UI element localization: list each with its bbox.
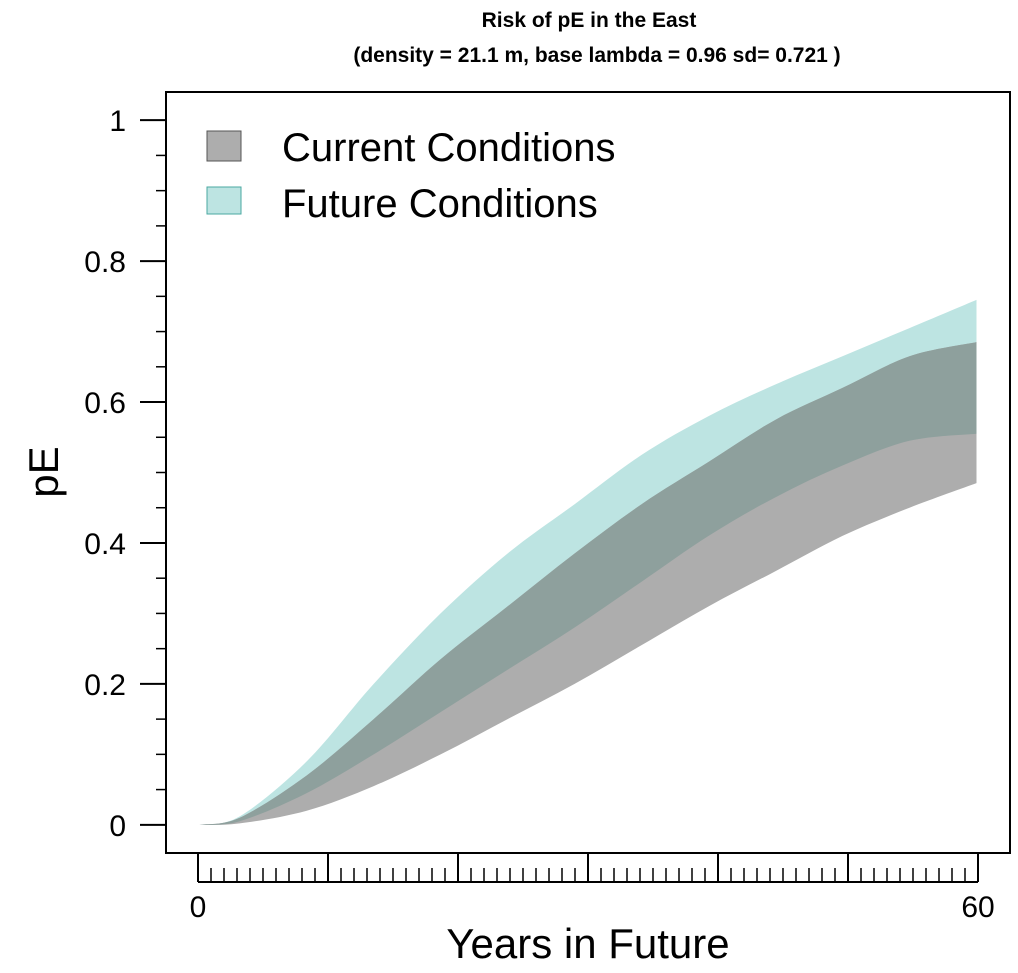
y-tick-label: 0.8 <box>84 246 126 279</box>
chart-title: Risk of pE in the East <box>482 9 697 32</box>
y-tick-label: 0 <box>109 810 126 843</box>
legend-swatch-current <box>206 130 242 162</box>
y-tick-label: 0.4 <box>84 528 126 561</box>
legend-label-current: Current Conditions <box>282 126 616 170</box>
x-axis-label: Years in Future <box>446 920 729 967</box>
y-tick-label: 1 <box>109 105 126 138</box>
legend: Current Conditions Future Conditions <box>206 126 616 226</box>
x-tick-label: 60 <box>961 891 994 924</box>
y-tick-label: 0.2 <box>84 669 126 702</box>
confidence-bands <box>199 299 977 825</box>
band-overlap <box>199 342 977 825</box>
legend-item-future: Future Conditions <box>206 182 598 226</box>
legend-item-current: Current Conditions <box>206 126 616 170</box>
legend-label-future: Future Conditions <box>282 182 598 226</box>
y-tick-label: 0.6 <box>84 387 126 420</box>
y-axis: 0 0.2 0.4 0.6 0.8 1 <box>84 92 167 853</box>
x-axis: 0 60 <box>190 854 995 924</box>
y-axis-label: pE <box>20 446 67 497</box>
legend-swatch-future <box>206 186 242 215</box>
chart-subtitle: (density = 21.1 m, base lambda = 0.96 sd… <box>353 44 840 67</box>
x-tick-label: 0 <box>190 891 207 924</box>
